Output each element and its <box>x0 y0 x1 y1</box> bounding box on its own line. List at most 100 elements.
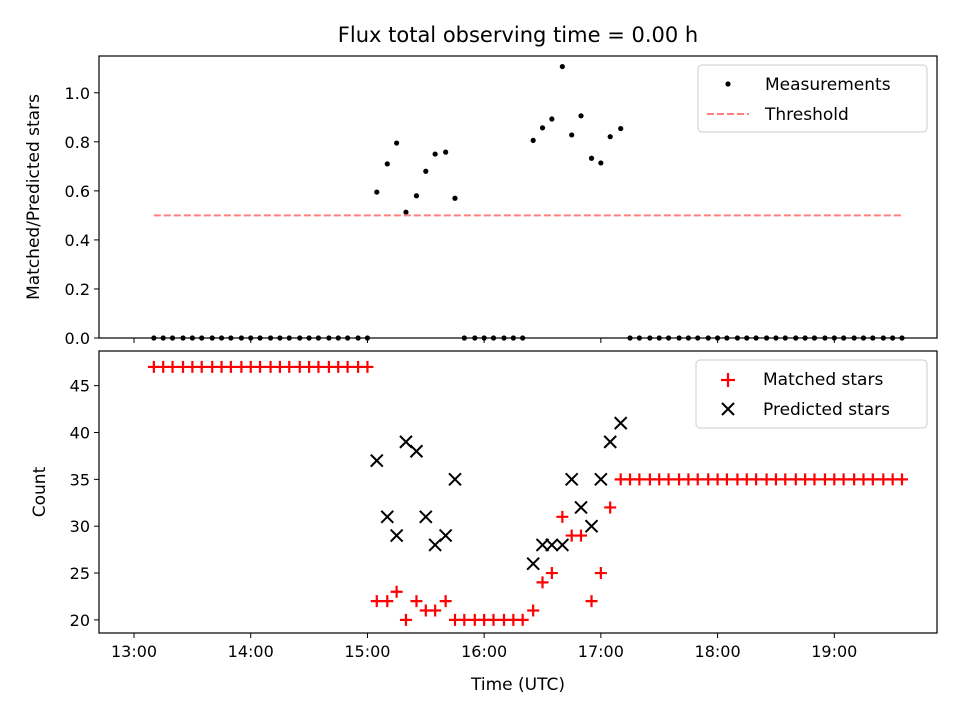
matched-stars-point <box>545 567 558 580</box>
matched-stars-point <box>458 613 471 626</box>
measurement-point <box>530 137 536 143</box>
measurement-point <box>665 335 672 341</box>
top-panel-y-axis: 0.0 0.2 0.4 0.6 0.8 1.0 <box>65 84 99 348</box>
measurement-point <box>169 335 176 341</box>
measurement-point <box>618 125 624 132</box>
measurement-point <box>335 335 341 341</box>
top-panel: 0.0 0.2 0.4 0.6 0.8 1.0 Matched/Predicted sta… <box>24 55 938 348</box>
measurement-point <box>695 335 701 341</box>
matched-stars-point <box>361 360 374 373</box>
measurement-point <box>257 335 263 341</box>
measurement-point <box>490 335 497 341</box>
matched-stars-point <box>439 595 452 608</box>
predicted-stars-point <box>564 472 579 487</box>
measurement-point <box>802 335 808 341</box>
matched-stars-point <box>575 529 588 542</box>
bottom-legend-box <box>695 359 928 429</box>
x-tick-label: 14:00 <box>228 642 274 661</box>
measurement-point <box>676 335 682 341</box>
matched-stars-point <box>390 585 403 598</box>
bottom-panel-frame <box>98 350 938 634</box>
matched-stars-point <box>410 595 423 608</box>
predicted-stars-point <box>603 435 617 449</box>
measurement-point <box>452 195 458 201</box>
measurement-point <box>773 335 779 341</box>
predicted-stars-point <box>370 453 384 468</box>
x-tick-label: 16:00 <box>461 642 507 661</box>
bottom-panel-x-axis: 13:00 14:00 15:00 16:00 17:00 18:00 19:00 <box>111 633 857 661</box>
matched-stars-point <box>487 613 500 626</box>
top-panel-frame <box>98 55 938 339</box>
x-tick-label: 17:00 <box>578 642 624 661</box>
measurement-point <box>685 335 692 341</box>
measurement-point <box>432 151 438 157</box>
measurement-point <box>374 189 380 195</box>
measurement-point <box>180 335 186 341</box>
measurement-point <box>744 335 750 341</box>
measurement-point <box>647 335 653 341</box>
matched-stars-point <box>224 360 237 373</box>
matched-stars-point <box>381 595 394 608</box>
y-tick-label: 20 <box>70 611 90 630</box>
y-tick-label: 40 <box>70 424 90 443</box>
measurement-point <box>228 335 234 341</box>
legend-threshold-label: Threshold <box>764 105 849 125</box>
measurement-point <box>209 335 215 341</box>
measurement-point <box>627 335 633 341</box>
predicted-stars-point <box>526 556 540 571</box>
x-tick-label: 18:00 <box>695 642 741 661</box>
legend-measurements-label: Measurements <box>765 75 891 95</box>
matched-stars-point <box>691 473 704 486</box>
legend-predicted-marker <box>721 402 735 416</box>
bottom-panel: 20 25 30 35 40 45 13:00 14:00 15:00 16:00 17:00 18… <box>30 350 938 695</box>
measurement-point <box>238 335 244 341</box>
measurement-point <box>510 335 516 341</box>
measurement-point <box>822 335 828 341</box>
x-axis-label: Time (UTC) <box>470 675 565 695</box>
predicted-stars-point <box>584 519 599 533</box>
matched-stars-point <box>341 360 354 373</box>
matched-stars-point <box>895 473 908 486</box>
matched-stars-point <box>254 360 267 373</box>
measurement-point <box>870 335 876 341</box>
y-tick-label: 45 <box>70 377 90 396</box>
matched-stars-point <box>720 473 733 486</box>
matched-stars-point <box>312 360 325 373</box>
measurement-point <box>724 335 730 341</box>
measurement-point <box>443 149 449 155</box>
legend-measurements-marker <box>725 81 731 87</box>
predicted-stars-point <box>389 528 404 543</box>
y-tick-label: 25 <box>70 564 90 583</box>
x-tick-label: 15:00 <box>344 642 390 661</box>
measurement-point <box>413 193 420 199</box>
measurement-point <box>501 335 507 341</box>
top-panel-y-label: Matched/Predicted stars <box>24 94 44 300</box>
measurement-point <box>899 335 905 341</box>
measurement-point <box>326 335 332 341</box>
matched-stars-point <box>633 473 646 486</box>
matched-stars-point <box>866 473 879 486</box>
measurement-point <box>559 63 565 70</box>
y-tick-label: 0.6 <box>65 182 90 201</box>
predicted-stars-point <box>614 416 628 430</box>
top-panel-x-ticks <box>133 338 835 343</box>
measurement-point <box>394 140 400 146</box>
measurement-point <box>355 335 361 341</box>
measurement-point <box>890 335 896 341</box>
y-tick-label: 0.2 <box>65 280 90 299</box>
legend-predicted-label: Predicted stars <box>763 400 890 420</box>
predicted-stars-point <box>555 538 570 552</box>
predicted-stars-point <box>419 510 433 524</box>
measurement-point <box>793 335 799 341</box>
matched-stars-point <box>516 613 529 626</box>
matched-stars-point <box>750 473 763 486</box>
predicted-stars-point <box>448 472 462 487</box>
matched-stars-point <box>166 360 179 373</box>
predicted-stars-point <box>545 538 559 552</box>
matched-stars-point <box>556 510 569 523</box>
measurement-point <box>472 335 478 341</box>
bottom-panel-plot-area <box>147 360 908 626</box>
top-panel-legend: Measurements Threshold <box>697 64 928 133</box>
matched-stars-point <box>429 604 442 617</box>
measurement-point <box>851 335 857 341</box>
